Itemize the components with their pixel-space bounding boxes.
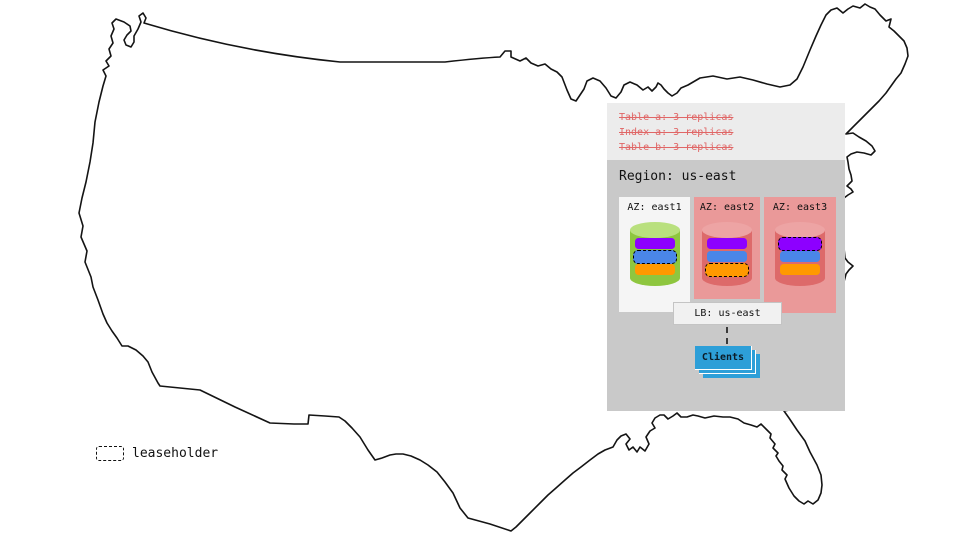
az-box-east3: AZ: east3 bbox=[764, 197, 836, 313]
replica-bars bbox=[629, 238, 681, 275]
az-box-east2: AZ: east2 bbox=[694, 197, 760, 299]
az-label: AZ: east3 bbox=[772, 202, 828, 213]
replica-bar-leaseholder bbox=[705, 262, 749, 277]
leaseholder-legend-label: leaseholder bbox=[132, 446, 219, 461]
replica-bar bbox=[780, 264, 820, 275]
replica-bar-leaseholder bbox=[632, 249, 677, 264]
replica-bar bbox=[780, 251, 820, 262]
policy-line: Table a: 3 replicas bbox=[619, 112, 734, 123]
replica-bars bbox=[774, 236, 826, 275]
region-title: Region: us-east bbox=[619, 169, 737, 184]
database-cylinder-icon bbox=[629, 221, 681, 287]
database-cylinder-icon bbox=[774, 221, 826, 287]
zone-config-panel: Table a: 3 replicas Index a: 3 replicas … bbox=[607, 103, 845, 160]
az-label: AZ: east2 bbox=[699, 202, 755, 213]
az-label: AZ: east1 bbox=[627, 202, 682, 213]
replica-bar bbox=[707, 251, 747, 262]
replica-bars bbox=[701, 238, 753, 277]
database-cylinder-icon bbox=[701, 221, 753, 287]
policy-line: Index a: 3 replicas bbox=[619, 127, 734, 138]
replica-bar-leaseholder bbox=[778, 236, 822, 251]
replica-bar bbox=[634, 264, 675, 275]
policy-line: Table b: 3 replicas bbox=[619, 142, 734, 153]
load-balancer-box: LB: us-east bbox=[673, 302, 782, 325]
az-box-east1: AZ: east1 bbox=[619, 197, 690, 312]
clients-box: Clients bbox=[695, 346, 752, 370]
lb-clients-connector bbox=[726, 327, 728, 344]
replica-bar bbox=[707, 238, 747, 249]
leaseholder-swatch-icon bbox=[96, 446, 124, 461]
region-panel: Region: us-east AZ: east1 AZ: east2 bbox=[607, 160, 845, 411]
replica-bar bbox=[634, 238, 675, 249]
leaseholder-legend: leaseholder bbox=[96, 446, 218, 461]
